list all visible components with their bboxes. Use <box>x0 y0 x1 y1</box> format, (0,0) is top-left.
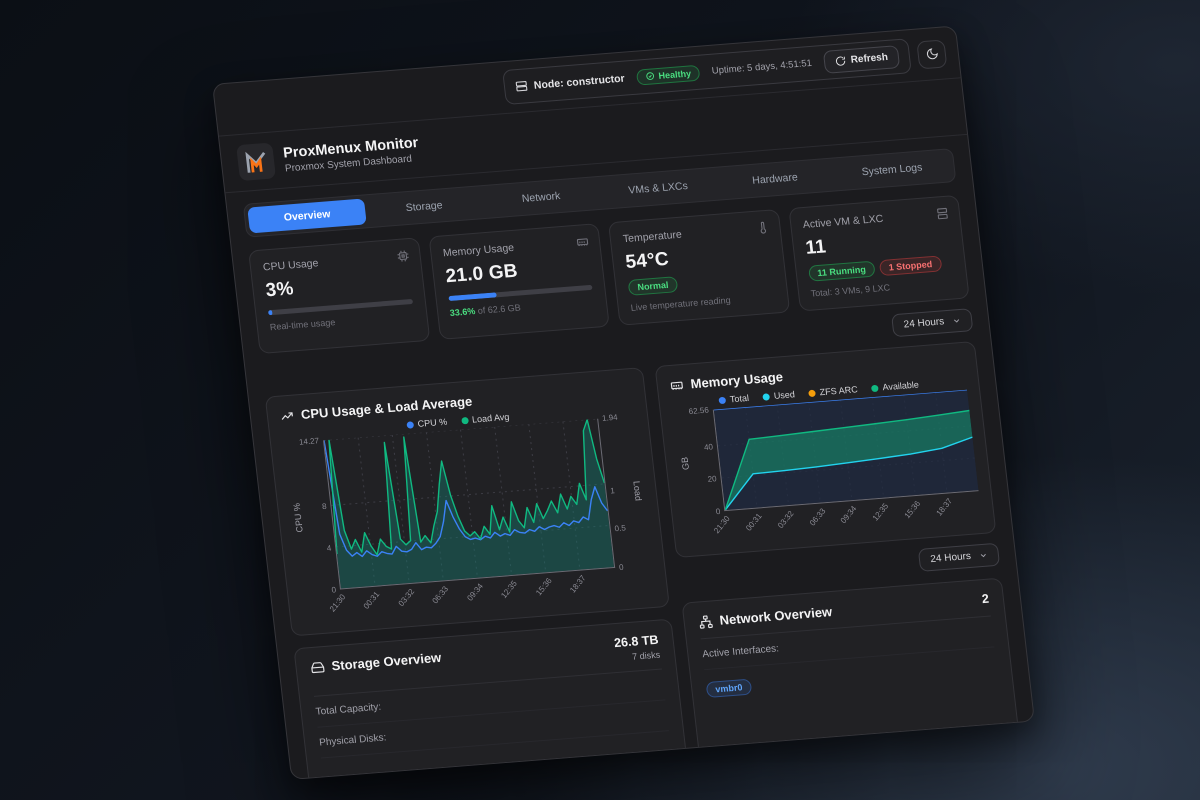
theme-toggle-button[interactable] <box>916 38 948 69</box>
tab-overview[interactable]: Overview <box>247 198 368 234</box>
memory-plot <box>712 389 979 512</box>
node-status-group: Node: constructor Healthy Uptime: 5 days… <box>502 38 912 106</box>
proxmenux-logo-icon <box>245 151 266 173</box>
legend-dot <box>406 420 415 429</box>
cpu-usage-card: CPU Usage 3% Real-time usage <box>248 237 430 355</box>
memory-total-text: of 62.6 GB <box>474 302 522 317</box>
tab-system-logs[interactable]: System Logs <box>861 161 923 179</box>
uptime-text: Uptime: 5 days, 4:51:51 <box>711 57 813 77</box>
card-title: Storage Overview <box>330 649 442 674</box>
stat-caption: Live temperature reading <box>630 295 732 313</box>
temperature-value: 54°C <box>624 248 670 274</box>
chart-title: Memory Usage <box>689 369 784 392</box>
time-range-row: 24 Hours <box>261 308 974 387</box>
memory-icon <box>670 381 683 390</box>
memory-usage-value: 21.0 GB <box>444 260 519 288</box>
chevron-down-icon <box>980 553 986 558</box>
refresh-icon <box>835 56 845 66</box>
legend-item: Available <box>871 379 919 393</box>
health-badge: Healthy <box>635 64 701 86</box>
stat-caption: Total: 3 VMs, 9 LXC <box>810 282 891 299</box>
time-range-row-secondary: 24 Hours <box>677 542 1001 591</box>
stat-caption: Real-time usage <box>269 317 336 333</box>
vm-running-badge: 11 Running <box>807 260 876 282</box>
legend-item: Total <box>718 393 749 405</box>
cpu-load-chart-card: CPU Usage & Load Average CPU % Load Avg C… <box>264 367 670 637</box>
tab-network[interactable]: Network <box>521 190 561 206</box>
cpu-progress-fill <box>267 309 273 316</box>
tab-hardware[interactable]: Hardware <box>751 171 799 187</box>
memory-usage-card: Memory Usage 21.0 GB 33.6% of 62.6 GB <box>428 223 610 340</box>
node-info: Node: constructor <box>514 72 625 94</box>
cpu-icon <box>395 249 409 263</box>
servers-icon <box>935 207 949 221</box>
cpu-usage-value: 3% <box>264 278 295 302</box>
time-range-select-secondary[interactable]: 24 Hours <box>918 542 1001 572</box>
temperature-card: Temperature 54°C Normal Live temperature… <box>607 208 790 326</box>
app-header: ProxMenux Monitor Proxmox System Dashboa… <box>219 78 968 194</box>
legend-dot <box>808 389 817 397</box>
legend-item: ZFS ARC <box>808 384 858 398</box>
temperature-status-badge: Normal <box>627 276 679 296</box>
active-vm-lxc-card: Active VM & LXC 11 11 Running 1 Stopped … <box>787 194 970 312</box>
time-range-select[interactable]: 24 Hours <box>891 308 974 338</box>
chevron-down-icon <box>953 319 960 323</box>
dashboard-window: Node: constructor Healthy Uptime: 5 days… <box>212 25 1035 780</box>
server-icon <box>515 81 528 92</box>
network-overview-card: Network Overview 2 Active Interfaces: vm… <box>681 577 1024 780</box>
storage-total-value: 26.8 TB <box>613 632 660 651</box>
memory-icon <box>575 235 589 249</box>
active-interfaces-count: 2 <box>981 591 990 607</box>
network-icon <box>699 614 713 629</box>
storage-disks-value: 7 disks <box>631 649 661 662</box>
main-content: Overview Storage Network VMs & LXCs Hard… <box>225 135 1035 780</box>
hard-drive-icon <box>311 661 325 673</box>
topbar: Node: constructor Healthy Uptime: 5 days… <box>213 26 961 137</box>
legend-item: Load Avg <box>460 412 510 426</box>
legend-dot <box>762 392 771 401</box>
memory-chart-card: Memory Usage Total Used ZFS ARC Available G… <box>654 340 997 559</box>
trending-up-icon <box>281 411 293 420</box>
vm-stopped-badge: 1 Stopped <box>878 255 942 277</box>
tab-vms-lxcs[interactable]: VMs & LXCs <box>627 180 689 197</box>
node-label: Node: constructor <box>533 72 626 92</box>
legend-item: CPU % <box>406 417 448 430</box>
cpu-load-plot <box>323 418 616 590</box>
thermometer-icon <box>755 221 769 235</box>
legend-dot <box>871 384 879 392</box>
stat-cards-row: CPU Usage 3% Real-time usage Memory Usag… <box>248 194 970 355</box>
check-circle-icon <box>646 72 654 80</box>
app-logo <box>236 142 277 182</box>
moon-icon <box>926 48 938 60</box>
interface-badge[interactable]: vmbr0 <box>705 678 753 699</box>
tab-storage[interactable]: Storage <box>405 199 444 215</box>
card-title: Network Overview <box>718 604 833 628</box>
stat-caption: 33.6% of 62.6 GB <box>449 297 594 318</box>
legend-item: Used <box>762 389 795 401</box>
storage-overview-card: Storage Overview 26.8 TB 7 disks Total C… <box>293 618 694 780</box>
legend-dot <box>718 396 727 404</box>
legend-dot <box>460 416 469 424</box>
vm-count-value: 11 <box>804 236 828 259</box>
refresh-button[interactable]: Refresh <box>822 45 901 74</box>
memory-percent-text: 33.6% <box>449 306 476 319</box>
memory-progress-fill <box>447 292 497 302</box>
